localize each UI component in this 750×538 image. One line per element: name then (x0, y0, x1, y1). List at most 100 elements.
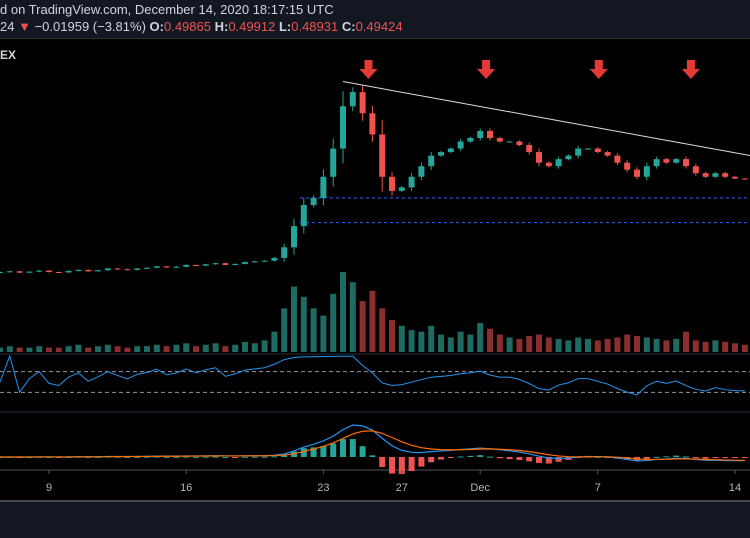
volume-bar (467, 334, 474, 352)
volume-bar (683, 331, 689, 352)
candle-body (193, 264, 199, 266)
macd-histogram-bar (349, 439, 356, 457)
volume-bar (369, 290, 376, 352)
macd-histogram-bar (242, 456, 248, 458)
high-label: H: (214, 19, 229, 34)
time-tick-label: 9 (45, 482, 53, 494)
candle-body (712, 173, 719, 177)
volume-bar (408, 330, 415, 352)
volume-bar (134, 346, 141, 352)
macd-histogram-bar (330, 443, 337, 457)
macd-histogram-bar (389, 457, 395, 474)
chart-header: d on TradingView.com, December 14, 2020 … (0, 0, 750, 39)
macd-histogram-bar (369, 455, 376, 457)
candle-body (222, 263, 229, 265)
volume-bar (418, 331, 425, 352)
close-value: 0.49424 (355, 19, 403, 34)
volume-bar (291, 286, 297, 352)
macd-histogram-bar (536, 457, 542, 464)
volume-bar (55, 347, 62, 352)
down-arrow-icon: ▼ (18, 19, 31, 34)
candle-body (565, 155, 572, 160)
volume-bar (320, 315, 327, 352)
down-arrow-icon (589, 60, 608, 79)
volume-bar (379, 308, 386, 352)
open-value: 0.49865 (163, 19, 211, 34)
volume-bar (643, 337, 650, 352)
volume-bar (330, 293, 337, 352)
volume-bar (153, 344, 160, 352)
candle-body (95, 270, 101, 272)
candle-body (330, 148, 337, 177)
macd-histogram-bar (467, 455, 474, 457)
volume-bar (114, 346, 121, 352)
candle-body (536, 152, 542, 163)
volume-bar (359, 301, 366, 352)
volume-bar (545, 337, 552, 352)
volume-bar (447, 337, 454, 352)
macd-histogram-bar (134, 456, 141, 458)
time-tick-label: 7 (594, 482, 601, 494)
down-arrow-icon (681, 60, 700, 79)
candle-body (144, 267, 150, 269)
candle-body (26, 271, 33, 273)
macd-histogram-bar (732, 457, 738, 458)
candle-body (398, 187, 405, 191)
volume-bar (261, 340, 268, 352)
candle-body (683, 159, 689, 167)
volume-bar (310, 308, 317, 352)
candle-body (65, 270, 72, 273)
macd-histogram-bar (702, 457, 709, 459)
volume-bar (193, 346, 199, 352)
candle-body (408, 176, 415, 188)
volume-bar (536, 334, 542, 352)
volume-bar (104, 344, 111, 352)
candle-body (457, 141, 464, 149)
candle-body (320, 176, 327, 198)
candle-body (251, 261, 258, 263)
candle-body (722, 173, 729, 177)
candle-body (232, 263, 239, 265)
resistance-trendline (342, 81, 750, 156)
volume-bar (712, 340, 719, 352)
volume-bar (144, 346, 150, 352)
candle-body (75, 269, 82, 271)
macd-histogram-bar (428, 457, 435, 463)
volume-bar (457, 331, 464, 352)
candle-body (604, 152, 611, 156)
volume-bar (242, 341, 248, 352)
volume-bar (575, 337, 582, 352)
time-tick-label: 16 (180, 482, 193, 494)
candle-body (310, 197, 317, 205)
price-chart[interactable] (0, 0, 750, 500)
volume-bar (6, 346, 13, 352)
candle-body (447, 148, 454, 153)
macd-histogram-bar (193, 456, 199, 458)
volume-bar (16, 347, 23, 352)
volume-bar (349, 282, 356, 352)
candle-body (55, 272, 62, 273)
candle-body (741, 178, 748, 180)
volume-bar (722, 341, 729, 352)
volume-bar (251, 343, 258, 352)
volume-bar (202, 344, 209, 352)
macd-histogram-bar (741, 457, 748, 458)
candle-body (702, 173, 709, 177)
volume-bar (526, 336, 533, 352)
candle-body (379, 134, 386, 177)
macd-histogram-bar (173, 456, 180, 458)
candle-body (487, 130, 493, 138)
candle-body (585, 148, 591, 150)
macd-histogram-bar (712, 457, 719, 459)
down-arrow-icon (477, 60, 496, 79)
candle-body (0, 272, 3, 273)
volume-bar (232, 344, 239, 352)
time-tick-label: Dec (470, 482, 490, 494)
volume-bar (271, 331, 278, 352)
volume-bar (702, 341, 709, 352)
macd-histogram-bar (300, 448, 307, 457)
ohlc-line: 24 ▼ −0.01959 (−3.81%) O:0.49865 H:0.499… (0, 19, 403, 34)
macd-histogram-bar (281, 454, 288, 457)
candle-body (6, 271, 13, 273)
volume-bar (663, 340, 670, 352)
